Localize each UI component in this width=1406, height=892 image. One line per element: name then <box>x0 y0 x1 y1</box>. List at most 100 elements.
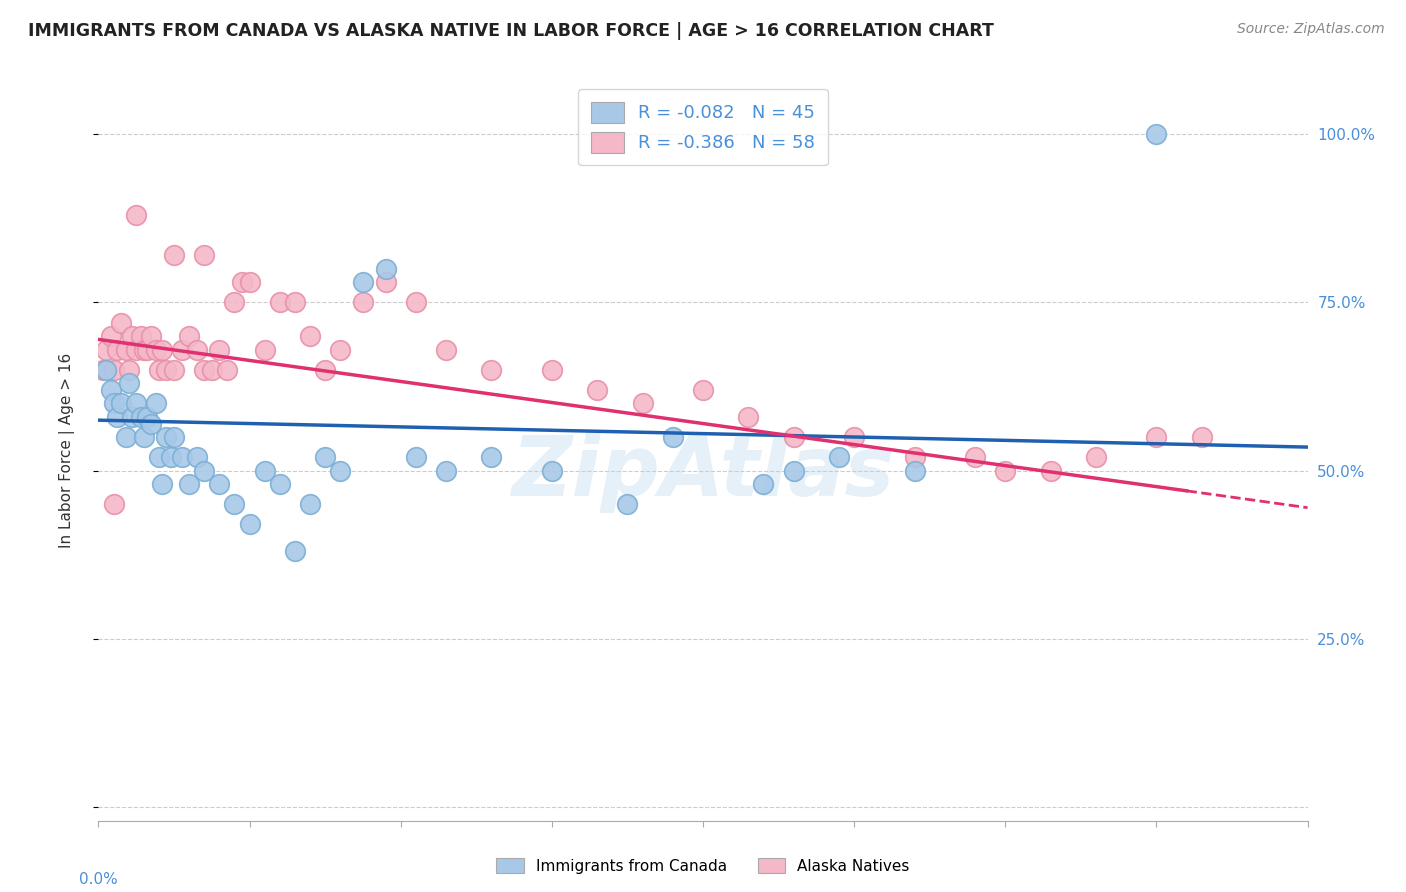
Point <box>1039 464 1062 478</box>
Point <box>145 396 167 410</box>
Point <box>148 450 170 465</box>
Point <box>631 396 654 410</box>
Point <box>299 497 322 511</box>
Point <box>170 450 193 465</box>
Point <box>100 329 122 343</box>
Point <box>129 329 152 343</box>
Point <box>208 477 231 491</box>
Point <box>434 464 457 478</box>
Text: 0.0%: 0.0% <box>79 872 118 888</box>
Point <box>269 295 291 310</box>
Legend: R = -0.082   N = 45, R = -0.386   N = 58: R = -0.082 N = 45, R = -0.386 N = 58 <box>578 89 828 165</box>
Point <box>586 383 609 397</box>
Point <box>103 497 125 511</box>
Point <box>314 362 336 376</box>
Point <box>314 450 336 465</box>
Point <box>616 497 638 511</box>
Point <box>132 430 155 444</box>
Point <box>148 362 170 376</box>
Point <box>299 329 322 343</box>
Point <box>239 517 262 532</box>
Point <box>540 362 562 376</box>
Point <box>135 343 157 357</box>
Point <box>284 544 307 558</box>
Point <box>155 430 177 444</box>
Point <box>118 362 141 376</box>
Point <box>1144 430 1167 444</box>
Point <box>1085 450 1108 465</box>
Point <box>103 396 125 410</box>
Point <box>186 343 208 357</box>
Point <box>145 343 167 357</box>
Point <box>692 383 714 397</box>
Point <box>783 430 806 444</box>
Point <box>186 450 208 465</box>
Point <box>904 464 927 478</box>
Point <box>193 464 215 478</box>
Legend: Immigrants from Canada, Alaska Natives: Immigrants from Canada, Alaska Natives <box>491 852 915 880</box>
Point <box>844 430 866 444</box>
Point <box>405 295 427 310</box>
Point <box>135 409 157 424</box>
Text: Source: ZipAtlas.com: Source: ZipAtlas.com <box>1237 22 1385 37</box>
Point <box>1191 430 1213 444</box>
Point <box>110 396 132 410</box>
Point <box>329 343 352 357</box>
Point <box>110 316 132 330</box>
Point <box>125 343 148 357</box>
Point <box>231 275 253 289</box>
Point <box>105 409 128 424</box>
Point <box>374 261 396 276</box>
Point <box>141 329 163 343</box>
Point <box>329 464 352 478</box>
Text: IMMIGRANTS FROM CANADA VS ALASKA NATIVE IN LABOR FORCE | AGE > 16 CORRELATION CH: IMMIGRANTS FROM CANADA VS ALASKA NATIVE … <box>28 22 994 40</box>
Point <box>239 275 262 289</box>
Point <box>163 362 186 376</box>
Point <box>118 376 141 391</box>
Point <box>114 430 136 444</box>
Point <box>737 409 759 424</box>
Point <box>215 362 238 376</box>
Point <box>405 450 427 465</box>
Point <box>224 497 246 511</box>
Point <box>163 248 186 262</box>
Point <box>374 275 396 289</box>
Point <box>904 450 927 465</box>
Point <box>481 450 503 465</box>
Point <box>352 275 374 289</box>
Point <box>965 450 987 465</box>
Point <box>661 430 683 444</box>
Point <box>994 464 1017 478</box>
Point <box>125 396 148 410</box>
Point <box>155 362 177 376</box>
Point <box>1144 127 1167 141</box>
Point <box>179 329 201 343</box>
Point <box>208 343 231 357</box>
Point <box>100 383 122 397</box>
Point <box>160 450 183 465</box>
Point <box>150 343 173 357</box>
Point <box>193 248 215 262</box>
Point <box>129 409 152 424</box>
Point <box>284 295 307 310</box>
Point <box>114 343 136 357</box>
Point <box>103 362 125 376</box>
Text: ZipAtlas: ZipAtlas <box>512 432 894 513</box>
Point <box>150 477 173 491</box>
Point <box>269 477 291 491</box>
Point <box>828 450 851 465</box>
Point <box>179 477 201 491</box>
Point <box>105 343 128 357</box>
Point <box>224 295 246 310</box>
Point <box>163 430 186 444</box>
Point <box>540 464 562 478</box>
Point <box>94 362 117 376</box>
Point <box>125 208 148 222</box>
Point <box>352 295 374 310</box>
Point <box>121 409 143 424</box>
Point <box>752 477 775 491</box>
Point <box>253 464 276 478</box>
Point <box>121 329 143 343</box>
Point <box>201 362 224 376</box>
Point <box>253 343 276 357</box>
